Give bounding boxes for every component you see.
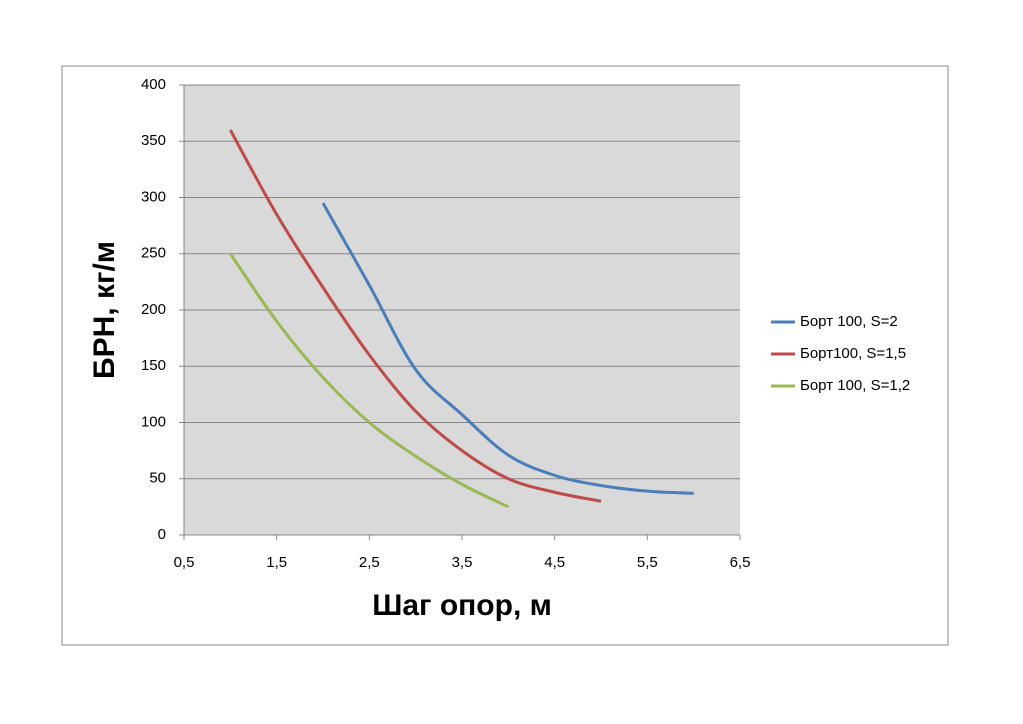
- legend-label: Борт 100, S=1,2: [800, 377, 910, 394]
- y-tick-label: 100: [141, 413, 166, 430]
- x-tick-label: 4,5: [544, 554, 565, 571]
- x-tick-label: 5,5: [637, 554, 658, 571]
- x-tick-label: 0,5: [174, 554, 195, 571]
- series-line: [229, 252, 509, 509]
- y-tick-label: 0: [158, 526, 166, 543]
- y-tick-label: 250: [141, 245, 166, 262]
- x-tick-label: 6,5: [730, 554, 751, 571]
- legend-label: Борт 100, S=2: [800, 313, 898, 330]
- x-tick-label: 2,5: [359, 554, 380, 571]
- x-tick-label: 1,5: [266, 554, 287, 571]
- x-tick-label: 3,5: [452, 554, 473, 571]
- y-tick-label: 350: [141, 132, 166, 149]
- y-axis-title: БРН, кг/м: [88, 241, 121, 379]
- y-tick-label: 300: [141, 188, 166, 205]
- x-axis-title: Шаг опор, м: [372, 589, 552, 622]
- series-line: [229, 129, 602, 503]
- y-tick-label: 200: [141, 301, 166, 318]
- legend-label: Борт100, S=1,5: [800, 345, 906, 362]
- y-tick-label: 400: [141, 76, 166, 93]
- series-line: [321, 202, 694, 495]
- y-tick-label: 150: [141, 357, 166, 374]
- y-tick-label: 50: [149, 470, 166, 487]
